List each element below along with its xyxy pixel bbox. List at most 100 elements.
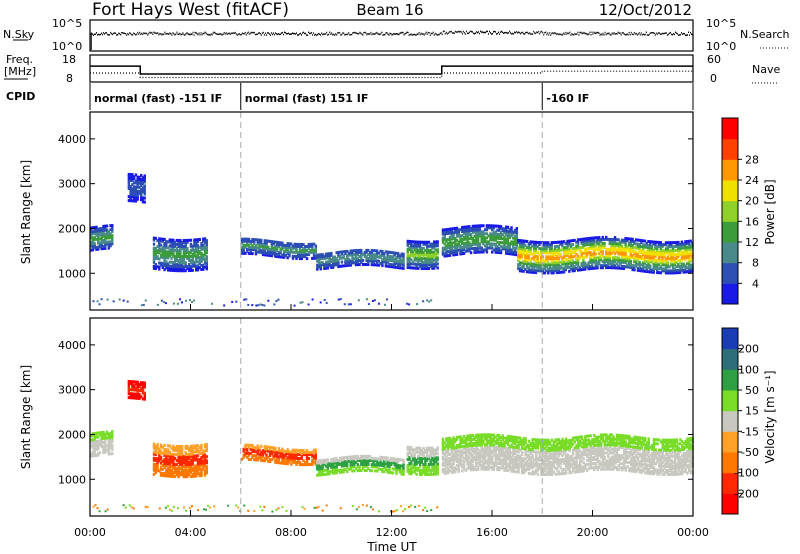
data-cell: [260, 248, 263, 252]
data-cell: [675, 242, 678, 246]
nsky-point: [469, 30, 471, 33]
data-cell: [489, 242, 492, 246]
data-cell: [673, 269, 677, 273]
data-cell: [413, 460, 417, 464]
data-cell: [314, 246, 318, 250]
data-cell: [180, 463, 184, 467]
data-cell: [629, 245, 633, 249]
data-cell: [576, 268, 580, 272]
data-cell: [527, 254, 531, 258]
data-cell: [277, 459, 281, 463]
data-cell: [601, 235, 604, 239]
data-cell: [589, 250, 592, 254]
data-cell: [485, 242, 489, 246]
data-cell: [626, 237, 629, 241]
data-cell: [555, 261, 559, 265]
nsky-point: [462, 30, 464, 33]
data-cell: [411, 250, 415, 254]
data-cell: [496, 234, 499, 238]
data-cell: [543, 241, 546, 245]
nsky-point: [358, 32, 360, 35]
data-cell: [173, 242, 177, 246]
data-cell: [471, 224, 475, 228]
nsky-point: [324, 33, 326, 35]
data-cell: [548, 245, 552, 249]
data-cell: [633, 260, 636, 264]
data-cell: [650, 250, 654, 254]
data-cell: [337, 259, 340, 263]
data-cell: [370, 259, 374, 263]
data-cell: [636, 268, 640, 272]
nsky-point: [433, 34, 435, 36]
data-cell: [312, 250, 316, 254]
data-cell: [615, 248, 619, 252]
data-cell: [161, 261, 165, 265]
data-cell: [582, 243, 585, 247]
data-cell: [92, 505, 95, 508]
data-cell: [351, 257, 354, 261]
data-cell: [184, 269, 187, 273]
data-cell: [520, 253, 524, 257]
nsky-point: [665, 32, 667, 34]
data-cell: [260, 244, 263, 248]
data-cell: [202, 461, 205, 465]
data-cell: [256, 242, 259, 246]
data-cell: [179, 238, 182, 242]
data-cell: [624, 255, 627, 259]
data-cell: [138, 392, 141, 396]
data-cell: [256, 240, 259, 244]
nsky-point: [655, 32, 657, 35]
nsky-point: [347, 33, 349, 36]
data-cell: [191, 505, 194, 508]
data-cell: [354, 263, 358, 267]
data-cell: [107, 242, 110, 246]
data-cell: [353, 469, 356, 473]
data-cell: [179, 449, 182, 453]
data-cell: [552, 257, 555, 261]
data-cell: [605, 235, 608, 239]
data-cell: [261, 303, 264, 306]
data-cell: [168, 240, 172, 244]
data-cell: [95, 439, 98, 443]
data-cell: [671, 263, 675, 267]
data-cell: [182, 261, 186, 265]
data-cell: [620, 246, 624, 250]
data-cell: [134, 181, 138, 185]
data-cell: [448, 239, 452, 243]
data-cell: [518, 267, 522, 271]
data-cell: [291, 454, 295, 458]
data-cell: [431, 254, 434, 258]
data-cell: [163, 241, 166, 245]
data-cell: [422, 452, 425, 456]
data-cell: [106, 298, 109, 301]
nsky-point: [298, 34, 300, 36]
data-cell: [179, 461, 182, 465]
nsky-point: [452, 32, 454, 34]
data-cell: [127, 187, 131, 191]
data-cell: [272, 250, 275, 254]
data-cell: [156, 457, 159, 461]
data-cell: [415, 242, 418, 246]
data-cell: [311, 450, 314, 454]
data-cell: [499, 251, 503, 255]
data-cell: [643, 255, 647, 259]
data-cell: [277, 447, 281, 451]
nsky-point: [130, 32, 132, 35]
data-cell: [319, 255, 323, 259]
data-cell: [422, 240, 425, 244]
data-cell: [532, 250, 536, 254]
data-cell: [554, 245, 557, 249]
data-cell: [645, 259, 648, 263]
data-cell: [163, 464, 166, 468]
data-cell: [349, 263, 352, 267]
data-cell: [487, 242, 490, 246]
data-cell: [374, 463, 377, 467]
data-cell: [154, 446, 157, 450]
nsky-point: [646, 34, 648, 36]
data-cell: [351, 261, 354, 265]
data-cell: [627, 261, 631, 265]
data-cell: [687, 270, 691, 274]
data-cell: [179, 249, 182, 253]
data-cell: [184, 463, 187, 467]
data-cell: [159, 255, 163, 259]
